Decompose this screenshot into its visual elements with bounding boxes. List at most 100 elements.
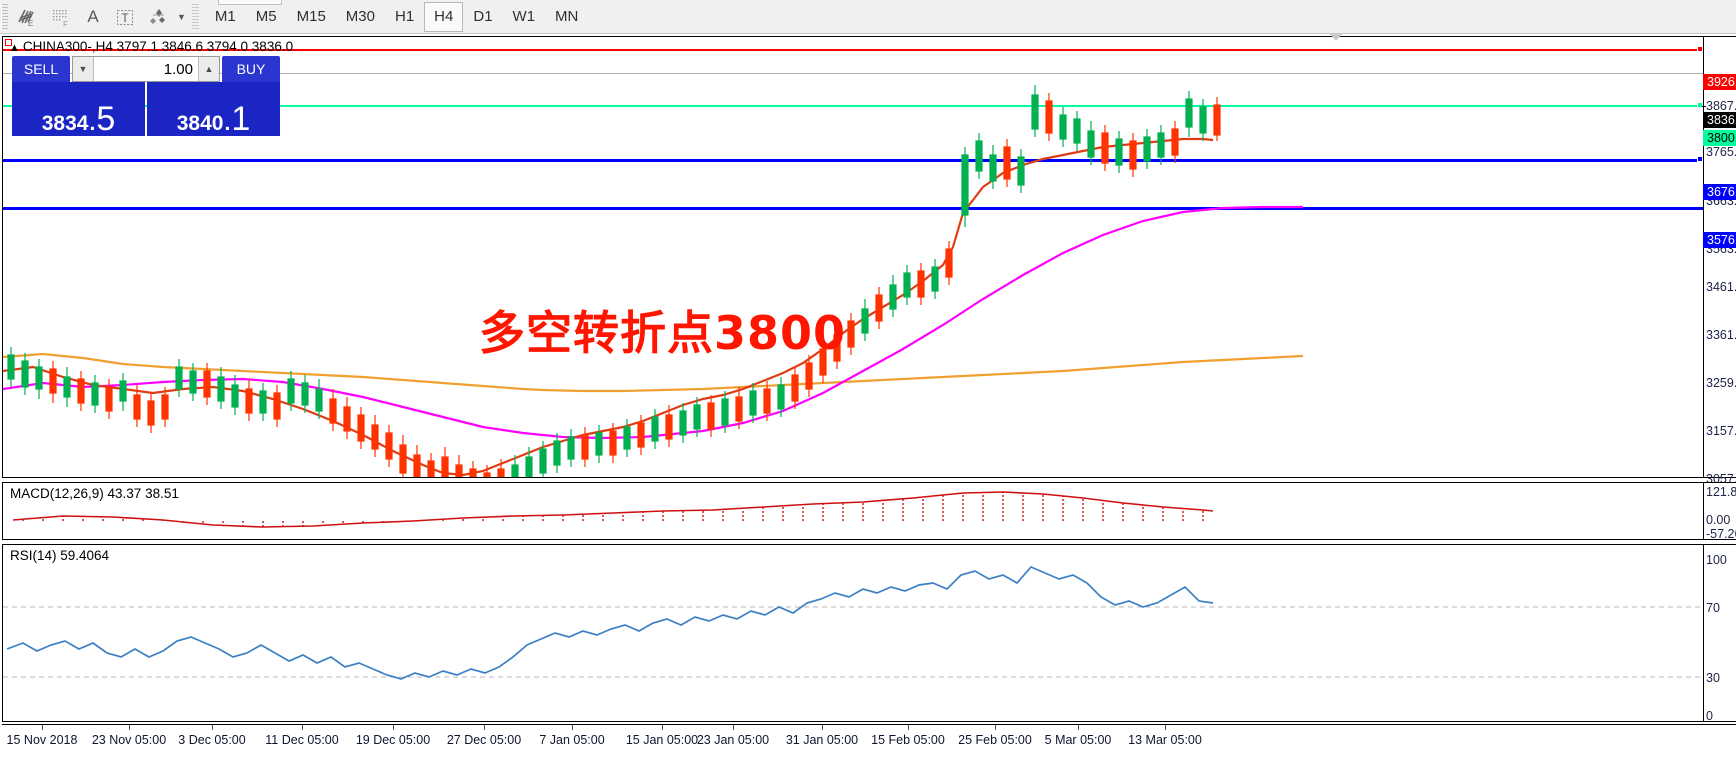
objects-dropdown-caret[interactable]: ▼ bbox=[177, 11, 186, 22]
text-label-icon[interactable]: T bbox=[108, 2, 142, 32]
timeframe-m5[interactable]: M5 bbox=[255, 8, 277, 25]
macd-pane[interactable]: MACD(12,26,9) 43.37 38.51 bbox=[2, 482, 1736, 540]
macd-tick-max: 121.84 bbox=[1706, 485, 1736, 499]
price-tick-3157: 3157.0 bbox=[1706, 424, 1736, 438]
timeframe-w1[interactable]: W1 bbox=[512, 8, 536, 25]
text-tool-icon[interactable]: A bbox=[87, 6, 99, 26]
time-label-5: 27 Dec 05:00 bbox=[446, 733, 522, 747]
symbol-header: ▲ CHINA300-,H4 3797.1 3846.6 3794.0 3836.… bbox=[9, 39, 293, 54]
price-tick-3259: 3259.0 bbox=[1706, 376, 1736, 390]
price-badge-last[interactable]: 3836.0 bbox=[1703, 112, 1736, 128]
svg-text:T: T bbox=[121, 11, 129, 25]
price-badge-3576[interactable]: 3576.0 bbox=[1703, 232, 1736, 248]
macd-series-svg bbox=[12, 491, 1214, 528]
volume-increase-icon[interactable]: ▲ bbox=[198, 57, 219, 81]
rsi-tick-100: 100 bbox=[1706, 553, 1727, 567]
time-label-4: 19 Dec 05:00 bbox=[355, 733, 431, 747]
bid-price-integer: 3834 bbox=[41, 112, 89, 135]
price-scale[interactable]: 3867.0 3765.0 3663.0 3563.0 3461.0 3361.… bbox=[1702, 70, 1736, 521]
macd-tick-zero: 0.00 bbox=[1706, 513, 1731, 527]
buy-button[interactable]: BUY bbox=[222, 56, 280, 82]
volume-decrease-icon[interactable]: ▼ bbox=[73, 57, 94, 81]
collapse-arrow-icon[interactable]: ▲ bbox=[9, 42, 20, 54]
time-axis[interactable]: 15 Nov 2018 23 Nov 05:00 3 Dec 05:00 11 … bbox=[2, 724, 1736, 756]
toolbar-drag-handle[interactable] bbox=[1, 3, 8, 30]
time-label-11: 25 Feb 05:00 bbox=[958, 733, 1032, 747]
timeframe-h1[interactable]: H1 bbox=[394, 8, 415, 25]
indicators-icon[interactable]: E bbox=[10, 2, 44, 32]
level-line-3676[interactable] bbox=[3, 159, 1703, 162]
svg-text:F: F bbox=[63, 20, 68, 28]
timeframe-h4[interactable]: H4 bbox=[424, 1, 464, 32]
chart-area[interactable]: ▲ CHINA300-,H4 3797.1 3846.6 3794.0 3836.… bbox=[0, 34, 1736, 758]
symbol-header-text: CHINA300-,H4 3797.1 3846.6 3794.0 3836.0 bbox=[22, 39, 294, 54]
toolbar-separator bbox=[191, 3, 199, 30]
price-badge-3926[interactable]: 3926.6 bbox=[1703, 74, 1736, 90]
macd-scale: 121.84 0.00 -57.26 bbox=[1702, 484, 1736, 541]
level-handle-3676[interactable] bbox=[1697, 156, 1703, 162]
time-label-8: 23 Jan 05:00 bbox=[696, 733, 770, 747]
price-scale-divider bbox=[1703, 37, 1704, 477]
time-label-13: 13 Mar 05:00 bbox=[1128, 733, 1202, 747]
rsi-tick-30: 30 bbox=[1706, 671, 1720, 685]
time-label-6: 7 Jan 05:00 bbox=[539, 733, 605, 747]
price-pane[interactable]: ▲ CHINA300-,H4 3797.1 3846.6 3794.0 3836.… bbox=[2, 36, 1736, 478]
timeframe-mn[interactable]: MN bbox=[555, 8, 579, 25]
objects-icon[interactable] bbox=[142, 2, 176, 32]
price-tick-3867: 3867.0 bbox=[1706, 99, 1736, 113]
bid-price-separator: . bbox=[89, 112, 96, 135]
time-label-3: 11 Dec 05:00 bbox=[265, 733, 339, 747]
timeframe-d1[interactable]: D1 bbox=[473, 8, 493, 25]
level-handle-3800[interactable] bbox=[1697, 102, 1703, 108]
chart-grid-icon[interactable]: F bbox=[44, 2, 78, 32]
level-line-3576[interactable] bbox=[3, 207, 1703, 210]
rsi-scale: 100 70 30 0 bbox=[1702, 546, 1736, 723]
one-click-trading-panel[interactable]: SELL ▼ 1.00 ▲ BUY 3834 . 5 3840 . 1 bbox=[12, 56, 280, 136]
level-handle-3926[interactable] bbox=[1697, 46, 1703, 52]
price-tick-3765: 3765.0 bbox=[1706, 145, 1736, 159]
timeframe-m30[interactable]: M30 bbox=[345, 8, 375, 25]
time-label-0: 15 Nov 2018 bbox=[6, 733, 78, 747]
bid-price-display[interactable]: 3834 . 5 bbox=[12, 82, 145, 136]
rsi-tick-70: 70 bbox=[1706, 601, 1720, 615]
timeframe-m15[interactable]: M15 bbox=[296, 8, 326, 25]
level-line-3800[interactable] bbox=[3, 105, 1703, 107]
macd-tick-min: -57.26 bbox=[1706, 527, 1736, 541]
macd-scale-divider bbox=[1703, 483, 1704, 539]
rsi-tick-0: 0 bbox=[1706, 709, 1713, 723]
svg-text:E: E bbox=[28, 19, 33, 28]
sell-button[interactable]: SELL bbox=[12, 56, 70, 82]
time-label-9: 31 Jan 05:00 bbox=[785, 733, 859, 747]
price-badge-3800[interactable]: 3800.0 bbox=[1703, 130, 1736, 146]
rsi-scale-divider bbox=[1703, 545, 1704, 721]
time-label-1: 23 Nov 05:00 bbox=[91, 733, 167, 747]
level-line-3926[interactable] bbox=[3, 49, 1703, 51]
time-label-12: 5 Mar 05:00 bbox=[1044, 733, 1112, 747]
price-badge-3676[interactable]: 3676.5 bbox=[1703, 184, 1736, 200]
anchor-handle-icon[interactable] bbox=[5, 39, 12, 46]
ask-price-integer: 3840 bbox=[176, 112, 224, 135]
macd-header: MACD(12,26,9) 43.37 38.51 bbox=[10, 486, 179, 501]
price-series-svg bbox=[3, 85, 1304, 477]
price-tick-3361: 3361.0 bbox=[1706, 328, 1736, 342]
ask-price-display[interactable]: 3840 . 1 bbox=[147, 82, 280, 136]
rsi-header: RSI(14) 59.4064 bbox=[10, 548, 110, 563]
main-toolbar: E F bbox=[0, 0, 1736, 34]
volume-stepper[interactable]: ▼ 1.00 ▲ bbox=[72, 56, 220, 82]
gridline-3867 bbox=[3, 73, 1703, 74]
rsi-pane[interactable]: RSI(14) 59.4064 bbox=[2, 544, 1736, 722]
time-label-2: 3 Dec 05:00 bbox=[178, 733, 246, 747]
rsi-series-svg bbox=[3, 565, 1703, 680]
chart-annotation-text[interactable]: 多空转折点3800 bbox=[479, 306, 847, 360]
volume-input[interactable]: 1.00 bbox=[163, 60, 193, 78]
bid-price-fraction: 5 bbox=[96, 100, 116, 139]
toolbar-floating-tab bbox=[218, 0, 282, 5]
timeframe-m1[interactable]: M1 bbox=[214, 8, 236, 25]
price-tick-3461: 3461.0 bbox=[1706, 280, 1736, 294]
ask-price-fraction: 1 bbox=[231, 100, 251, 139]
time-label-10: 15 Feb 05:00 bbox=[871, 733, 945, 747]
chart-scroll-marker-icon[interactable] bbox=[1330, 34, 1342, 41]
time-label-7: 15 Jan 05:00 bbox=[625, 733, 699, 747]
ask-price-separator: . bbox=[224, 112, 231, 135]
